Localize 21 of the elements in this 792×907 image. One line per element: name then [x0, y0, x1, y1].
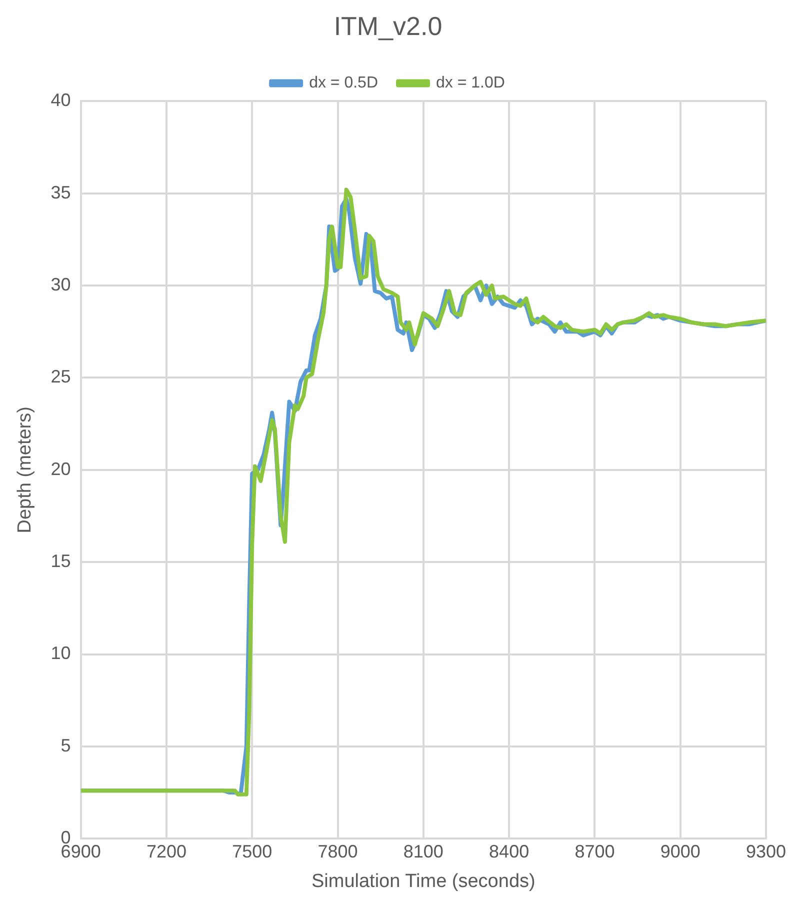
y-tick-label: 10: [50, 643, 71, 664]
x-tick-label: 7200: [146, 841, 186, 862]
x-tick-label: 8100: [403, 841, 444, 862]
x-axis-title: Simulation Time (seconds): [311, 870, 536, 892]
y-tick-label: 20: [50, 458, 71, 479]
x-tick-label: 9000: [660, 841, 700, 862]
legend-label: dx = 0.5D: [309, 74, 378, 92]
y-tick-label: 40: [50, 90, 71, 110]
y-tick-label: 25: [50, 366, 71, 387]
legend-label: dx = 1.0D: [436, 74, 505, 92]
x-tick-label: 7800: [318, 841, 358, 862]
x-tick-label: 8700: [574, 841, 615, 862]
y-tick-label: 30: [50, 274, 71, 295]
y-axis-title: Depth (meters): [14, 406, 36, 534]
y-tick-label: 35: [50, 182, 71, 202]
x-tick-label: 8400: [489, 841, 530, 862]
x-tick-label: 7500: [232, 841, 272, 862]
y-tick-label: 5: [60, 735, 71, 756]
y-tick-label: 15: [50, 551, 71, 572]
x-tick-label: 9300: [746, 841, 786, 862]
chart-title: ITM_v2.0: [334, 10, 442, 41]
